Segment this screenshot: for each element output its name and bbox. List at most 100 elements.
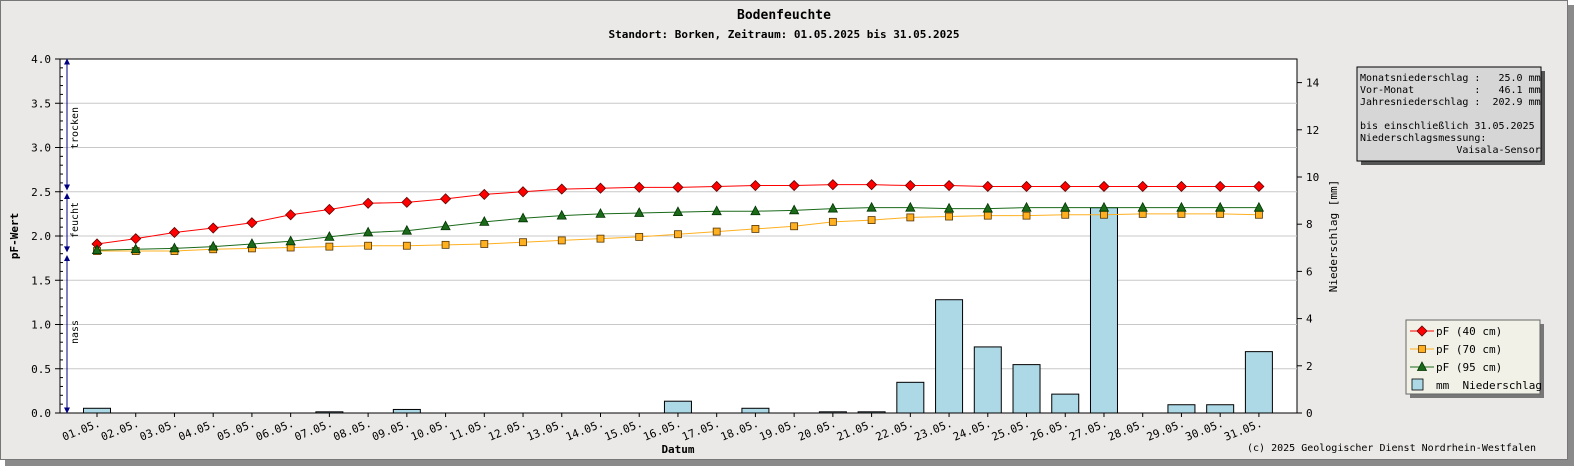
x-tick-label: 02.05. bbox=[99, 417, 141, 444]
series-point bbox=[634, 207, 645, 217]
series-point bbox=[827, 179, 839, 191]
series-point bbox=[866, 179, 878, 191]
series-point bbox=[749, 179, 761, 192]
series-point bbox=[1175, 180, 1188, 193]
series-point bbox=[1100, 210, 1108, 219]
series-point bbox=[674, 230, 682, 239]
series-point bbox=[324, 231, 335, 241]
series-point bbox=[594, 182, 607, 194]
series-point bbox=[556, 209, 567, 220]
series-point bbox=[91, 244, 103, 255]
info-line: Vaisala-Sensor bbox=[1360, 145, 1541, 156]
series-point bbox=[1020, 180, 1033, 193]
series-point bbox=[595, 208, 606, 218]
y2-axis-label: Niederschlag [mm] bbox=[1327, 180, 1340, 293]
info-line: bis einschließlich 31.05.2025 bbox=[1360, 121, 1535, 132]
precipitation-bar bbox=[1089, 207, 1118, 414]
precipitation-bar bbox=[315, 411, 344, 414]
y2-tick-label: 14 bbox=[1306, 77, 1320, 90]
series-point bbox=[440, 193, 452, 205]
series-point bbox=[904, 179, 916, 192]
series-point bbox=[943, 179, 955, 192]
x-tick-label: 12.05. bbox=[486, 417, 528, 444]
series-point bbox=[905, 201, 916, 212]
y-tick-label: 1.0 bbox=[31, 319, 51, 332]
series-point bbox=[1255, 210, 1263, 219]
series-point bbox=[168, 226, 181, 239]
series-point bbox=[711, 180, 723, 193]
series-point bbox=[1098, 180, 1110, 193]
series-point bbox=[983, 211, 992, 220]
series-point bbox=[866, 201, 877, 212]
series-point bbox=[788, 204, 800, 215]
x-tick-label: 31.05. bbox=[1222, 417, 1264, 444]
y-tick-label: 2.0 bbox=[31, 230, 51, 243]
series-point bbox=[943, 202, 955, 213]
zone-arrow-head bbox=[64, 58, 70, 65]
y2-tick-label: 8 bbox=[1306, 218, 1313, 231]
series-point bbox=[827, 202, 839, 213]
x-tick-label: 22.05. bbox=[874, 417, 916, 444]
series-point bbox=[1022, 211, 1031, 220]
series-point bbox=[364, 241, 373, 250]
series-point bbox=[906, 213, 915, 222]
x-tick-label: 16.05. bbox=[641, 417, 683, 444]
legend-bar-swatch bbox=[1411, 378, 1424, 391]
y-tick-label: 2.5 bbox=[31, 186, 51, 199]
series-point bbox=[519, 238, 527, 247]
series-point bbox=[208, 240, 219, 251]
precipitation-bar bbox=[896, 381, 925, 414]
x-tick-label: 10.05. bbox=[409, 417, 451, 444]
series-point bbox=[556, 183, 568, 195]
y2-tick-label: 12 bbox=[1306, 124, 1319, 137]
x-tick-label: 11.05. bbox=[448, 417, 490, 444]
y-axis-ticks: 0.0 0.5 1.0 1.5 2.0 2.5 3.0 3.5 4.0 bbox=[31, 53, 63, 420]
series-point bbox=[1137, 180, 1149, 193]
frame-shadow-bottom bbox=[5, 460, 1574, 466]
y2-tick-label: 0 bbox=[1306, 407, 1313, 420]
legend-marker bbox=[1418, 345, 1426, 353]
series-point bbox=[362, 226, 374, 237]
x-tick-label: 04.05. bbox=[177, 417, 219, 444]
series-point bbox=[169, 242, 180, 253]
legend-label: pF (40 cm) bbox=[1436, 325, 1502, 338]
series-point bbox=[401, 196, 413, 208]
x-tick-label: 13.05. bbox=[525, 417, 567, 444]
y-tick-label: 3.5 bbox=[31, 97, 51, 110]
series-point bbox=[596, 234, 605, 243]
y-tick-label: 4.0 bbox=[31, 53, 51, 66]
x-tick-label: 18.05. bbox=[719, 417, 761, 444]
info-line: Jahresniederschlag : 202.9 mm bbox=[1360, 97, 1541, 108]
series-point bbox=[788, 179, 800, 192]
precipitation-bar bbox=[1167, 404, 1196, 414]
y-tick-label: 0.0 bbox=[31, 407, 51, 420]
x-tick-label: 07.05. bbox=[293, 417, 335, 444]
zone-arrow-head bbox=[64, 407, 70, 414]
precipitation-bar bbox=[741, 407, 770, 414]
legend-label: mm Niederschlag bbox=[1436, 379, 1542, 392]
series-point bbox=[750, 205, 761, 216]
series-point bbox=[1061, 210, 1070, 219]
series-point bbox=[672, 206, 684, 217]
x-tick-label: 25.05. bbox=[990, 417, 1032, 444]
precipitation-bar bbox=[83, 407, 111, 414]
x-tick-label: 24.05. bbox=[951, 417, 993, 444]
y-tick-label: 0.5 bbox=[31, 363, 51, 376]
chart-subtitle: Standort: Borken, Zeitraum: 01.05.2025 b… bbox=[609, 28, 960, 41]
series-point bbox=[945, 212, 953, 221]
info-line: Monatsniederschlag : 25.0 mm bbox=[1360, 73, 1541, 84]
zone-arrow-head bbox=[64, 255, 70, 262]
series-point bbox=[672, 181, 684, 193]
x-tick-label: 21.05. bbox=[835, 417, 877, 444]
series-point bbox=[479, 215, 490, 226]
y2-tick-label: 4 bbox=[1306, 313, 1313, 326]
series-point bbox=[246, 217, 258, 229]
series-point bbox=[633, 181, 645, 193]
x-tick-label: 30.05. bbox=[1184, 417, 1226, 444]
zone-arrow-head bbox=[64, 184, 70, 191]
info-line: Niederschlagsmessung: bbox=[1360, 133, 1486, 144]
x-tick-label: 20.05. bbox=[796, 417, 838, 444]
zone-label-feucht: feucht bbox=[70, 202, 81, 238]
series-point bbox=[1060, 201, 1071, 212]
